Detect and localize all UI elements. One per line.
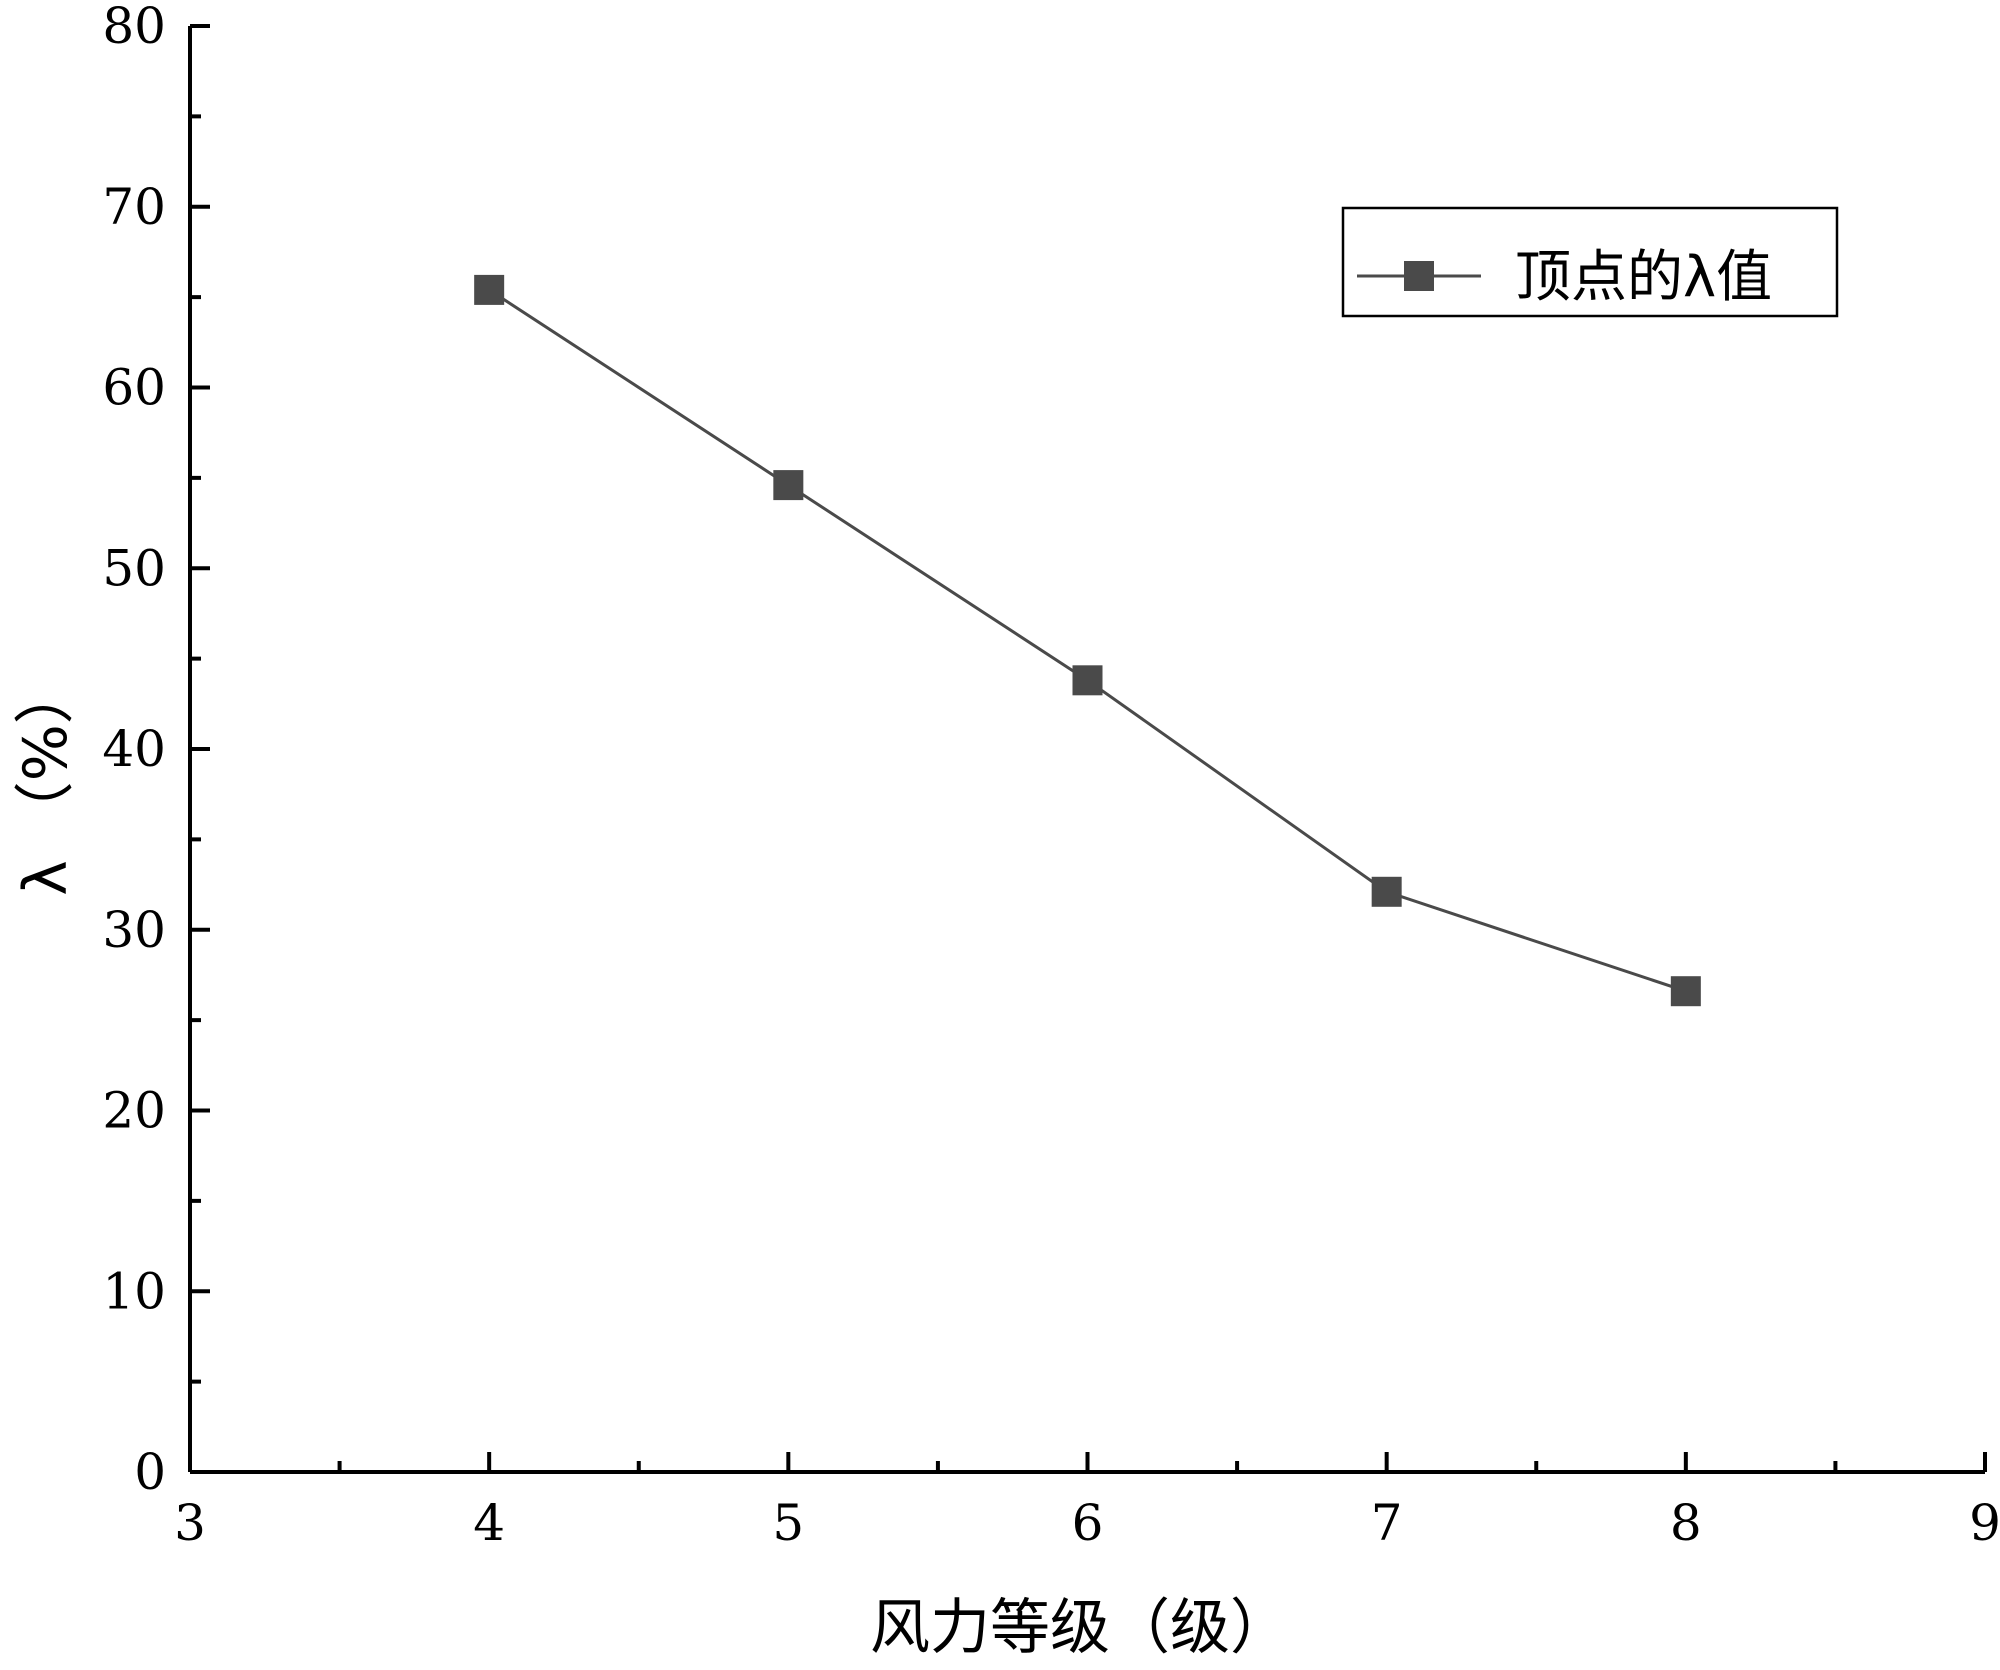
y-tick-label: 10	[102, 1262, 166, 1320]
series-layer	[474, 274, 1701, 1007]
series-line	[488, 288, 1687, 993]
x-tick-label: 8	[1670, 1494, 1702, 1552]
data-point-marker	[474, 274, 505, 305]
x-tick-label: 9	[1969, 1494, 2000, 1552]
y-tick-label: 30	[102, 901, 166, 959]
y-tick-label: 70	[102, 178, 166, 236]
y-tick-label: 40	[102, 720, 166, 778]
x-axis-ticks: 3 4 5 6 7 8 9	[174, 1452, 2000, 1552]
data-point-marker	[1371, 876, 1402, 907]
legend-marker	[1404, 261, 1434, 291]
data-point-marker	[1670, 976, 1701, 1007]
x-tick-label: 3	[174, 1494, 206, 1552]
y-tick-label: 20	[102, 1082, 166, 1140]
x-axis-title: 风力等级（级）	[870, 1593, 1290, 1663]
y-axis-title: λ （%）	[11, 664, 81, 896]
x-tick-label: 5	[772, 1494, 804, 1552]
data-point-marker	[773, 470, 804, 501]
y-tick-label: 0	[134, 1443, 166, 1501]
data-point-marker	[1072, 665, 1103, 696]
y-tick-label: 50	[102, 539, 166, 597]
x-tick-label: 7	[1371, 1494, 1403, 1552]
y-tick-label: 60	[102, 359, 166, 417]
y-tick-label: 80	[102, 0, 166, 55]
x-tick-label: 6	[1072, 1494, 1104, 1552]
y-axis-ticks: 0 10 20 30 40 50 60 70 80	[102, 0, 210, 1501]
x-tick-label: 4	[473, 1494, 505, 1552]
legend: 顶点的λ值	[1341, 206, 1839, 318]
legend-label: 顶点的λ值	[1515, 245, 1772, 310]
